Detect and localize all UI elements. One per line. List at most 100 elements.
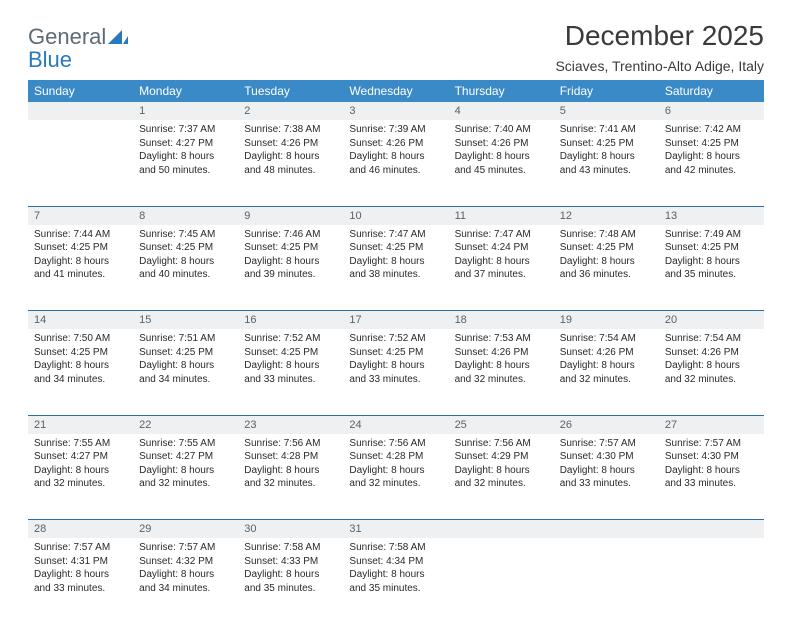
day-info-line: Sunrise: 7:38 AM — [244, 123, 337, 137]
day-number-cell: 13 — [659, 206, 764, 225]
day-info-line: Sunrise: 7:49 AM — [665, 228, 758, 242]
day-info-line: Sunset: 4:28 PM — [244, 450, 337, 464]
day-number-cell: 26 — [554, 415, 659, 434]
day-cell: Sunrise: 7:40 AMSunset: 4:26 PMDaylight:… — [449, 120, 554, 206]
day-info-line: Daylight: 8 hours — [244, 255, 337, 269]
day-info-line: and 33 minutes. — [560, 477, 653, 491]
day-info-line: Sunset: 4:25 PM — [665, 241, 758, 255]
day-header: Monday — [133, 80, 238, 102]
day-cell-content: Sunrise: 7:52 AMSunset: 4:25 PMDaylight:… — [238, 329, 343, 392]
day-info-line: and 33 minutes. — [665, 477, 758, 491]
day-info-line: and 32 minutes. — [139, 477, 232, 491]
day-info-line: Daylight: 8 hours — [560, 255, 653, 269]
day-cell — [449, 538, 554, 624]
day-cell-content: Sunrise: 7:58 AMSunset: 4:34 PMDaylight:… — [343, 538, 448, 601]
day-number-cell: 8 — [133, 206, 238, 225]
day-cell: Sunrise: 7:56 AMSunset: 4:29 PMDaylight:… — [449, 434, 554, 520]
day-info-line: Daylight: 8 hours — [244, 464, 337, 478]
day-info-line: Sunrise: 7:52 AM — [349, 332, 442, 346]
day-cell: Sunrise: 7:51 AMSunset: 4:25 PMDaylight:… — [133, 329, 238, 415]
day-info-line: and 33 minutes. — [34, 582, 127, 596]
day-info-line: Sunrise: 7:47 AM — [349, 228, 442, 242]
day-header: Wednesday — [343, 80, 448, 102]
day-info-line: Daylight: 8 hours — [244, 568, 337, 582]
day-info-line: Sunrise: 7:58 AM — [349, 541, 442, 555]
day-info-line: and 37 minutes. — [455, 268, 548, 282]
day-number-row: 123456 — [28, 102, 764, 120]
day-cell-content: Sunrise: 7:52 AMSunset: 4:25 PMDaylight:… — [343, 329, 448, 392]
day-info-line: Sunrise: 7:57 AM — [665, 437, 758, 451]
day-cell: Sunrise: 7:50 AMSunset: 4:25 PMDaylight:… — [28, 329, 133, 415]
day-cell-content: Sunrise: 7:40 AMSunset: 4:26 PMDaylight:… — [449, 120, 554, 183]
day-info-line: and 43 minutes. — [560, 164, 653, 178]
day-info-line: and 33 minutes. — [349, 373, 442, 387]
day-info-line: Sunrise: 7:56 AM — [455, 437, 548, 451]
day-info-line: Daylight: 8 hours — [455, 150, 548, 164]
day-cell: Sunrise: 7:37 AMSunset: 4:27 PMDaylight:… — [133, 120, 238, 206]
day-cell-content: Sunrise: 7:41 AMSunset: 4:25 PMDaylight:… — [554, 120, 659, 183]
day-info-line: Daylight: 8 hours — [139, 568, 232, 582]
day-cell — [659, 538, 764, 624]
day-cell-content: Sunrise: 7:51 AMSunset: 4:25 PMDaylight:… — [133, 329, 238, 392]
day-cell: Sunrise: 7:53 AMSunset: 4:26 PMDaylight:… — [449, 329, 554, 415]
day-info-line: Sunset: 4:26 PM — [349, 137, 442, 151]
day-info-line: Sunset: 4:26 PM — [244, 137, 337, 151]
logo-word1: General — [28, 24, 106, 49]
day-info-line: Daylight: 8 hours — [349, 255, 442, 269]
day-cell: Sunrise: 7:57 AMSunset: 4:30 PMDaylight:… — [554, 434, 659, 520]
day-info-line: Sunrise: 7:44 AM — [34, 228, 127, 242]
day-info-line: and 46 minutes. — [349, 164, 442, 178]
day-info-line: Daylight: 8 hours — [139, 359, 232, 373]
page-header: General Blue December 2025 Sciaves, Tren… — [28, 20, 764, 74]
day-info-line: Sunrise: 7:51 AM — [139, 332, 232, 346]
day-number-cell: 30 — [238, 520, 343, 539]
day-info-line: Sunrise: 7:37 AM — [139, 123, 232, 137]
day-number-cell — [449, 520, 554, 539]
day-cell: Sunrise: 7:56 AMSunset: 4:28 PMDaylight:… — [343, 434, 448, 520]
day-content-row: Sunrise: 7:37 AMSunset: 4:27 PMDaylight:… — [28, 120, 764, 206]
day-info-line: Sunset: 4:27 PM — [34, 450, 127, 464]
day-number-cell: 17 — [343, 311, 448, 330]
day-number-cell: 28 — [28, 520, 133, 539]
day-info-line: Sunrise: 7:52 AM — [244, 332, 337, 346]
day-info-line: Sunset: 4:25 PM — [244, 346, 337, 360]
day-info-line: Daylight: 8 hours — [455, 255, 548, 269]
day-cell: Sunrise: 7:49 AMSunset: 4:25 PMDaylight:… — [659, 225, 764, 311]
day-cell-content: Sunrise: 7:48 AMSunset: 4:25 PMDaylight:… — [554, 225, 659, 288]
day-info-line: Sunrise: 7:47 AM — [455, 228, 548, 242]
day-number-cell — [28, 102, 133, 120]
day-cell-content: Sunrise: 7:47 AMSunset: 4:24 PMDaylight:… — [449, 225, 554, 288]
day-content-row: Sunrise: 7:57 AMSunset: 4:31 PMDaylight:… — [28, 538, 764, 624]
day-cell-content: Sunrise: 7:57 AMSunset: 4:30 PMDaylight:… — [554, 434, 659, 497]
day-header: Sunday — [28, 80, 133, 102]
day-info-line: Daylight: 8 hours — [139, 464, 232, 478]
day-info-line: Sunset: 4:26 PM — [455, 346, 548, 360]
day-cell: Sunrise: 7:42 AMSunset: 4:25 PMDaylight:… — [659, 120, 764, 206]
day-info-line: Sunrise: 7:50 AM — [34, 332, 127, 346]
day-cell: Sunrise: 7:52 AMSunset: 4:25 PMDaylight:… — [343, 329, 448, 415]
day-header: Saturday — [659, 80, 764, 102]
day-cell: Sunrise: 7:57 AMSunset: 4:30 PMDaylight:… — [659, 434, 764, 520]
day-cell: Sunrise: 7:44 AMSunset: 4:25 PMDaylight:… — [28, 225, 133, 311]
day-cell-content — [659, 538, 764, 547]
day-info-line: Daylight: 8 hours — [560, 150, 653, 164]
day-number-row: 78910111213 — [28, 206, 764, 225]
day-cell-content: Sunrise: 7:50 AMSunset: 4:25 PMDaylight:… — [28, 329, 133, 392]
day-number-cell: 31 — [343, 520, 448, 539]
day-cell: Sunrise: 7:47 AMSunset: 4:25 PMDaylight:… — [343, 225, 448, 311]
day-info-line: Sunrise: 7:48 AM — [560, 228, 653, 242]
day-cell: Sunrise: 7:56 AMSunset: 4:28 PMDaylight:… — [238, 434, 343, 520]
day-cell: Sunrise: 7:54 AMSunset: 4:26 PMDaylight:… — [659, 329, 764, 415]
day-info-line: and 35 minutes. — [349, 582, 442, 596]
calendar-table: Sunday Monday Tuesday Wednesday Thursday… — [28, 80, 764, 624]
day-info-line: Sunrise: 7:41 AM — [560, 123, 653, 137]
day-cell-content: Sunrise: 7:56 AMSunset: 4:28 PMDaylight:… — [238, 434, 343, 497]
day-info-line: and 34 minutes. — [139, 582, 232, 596]
day-number-cell: 6 — [659, 102, 764, 120]
day-cell: Sunrise: 7:58 AMSunset: 4:33 PMDaylight:… — [238, 538, 343, 624]
sail-icon — [108, 28, 128, 49]
day-cell-content: Sunrise: 7:54 AMSunset: 4:26 PMDaylight:… — [659, 329, 764, 392]
day-info-line: and 35 minutes. — [665, 268, 758, 282]
day-info-line: and 32 minutes. — [665, 373, 758, 387]
day-info-line: Sunset: 4:25 PM — [139, 346, 232, 360]
